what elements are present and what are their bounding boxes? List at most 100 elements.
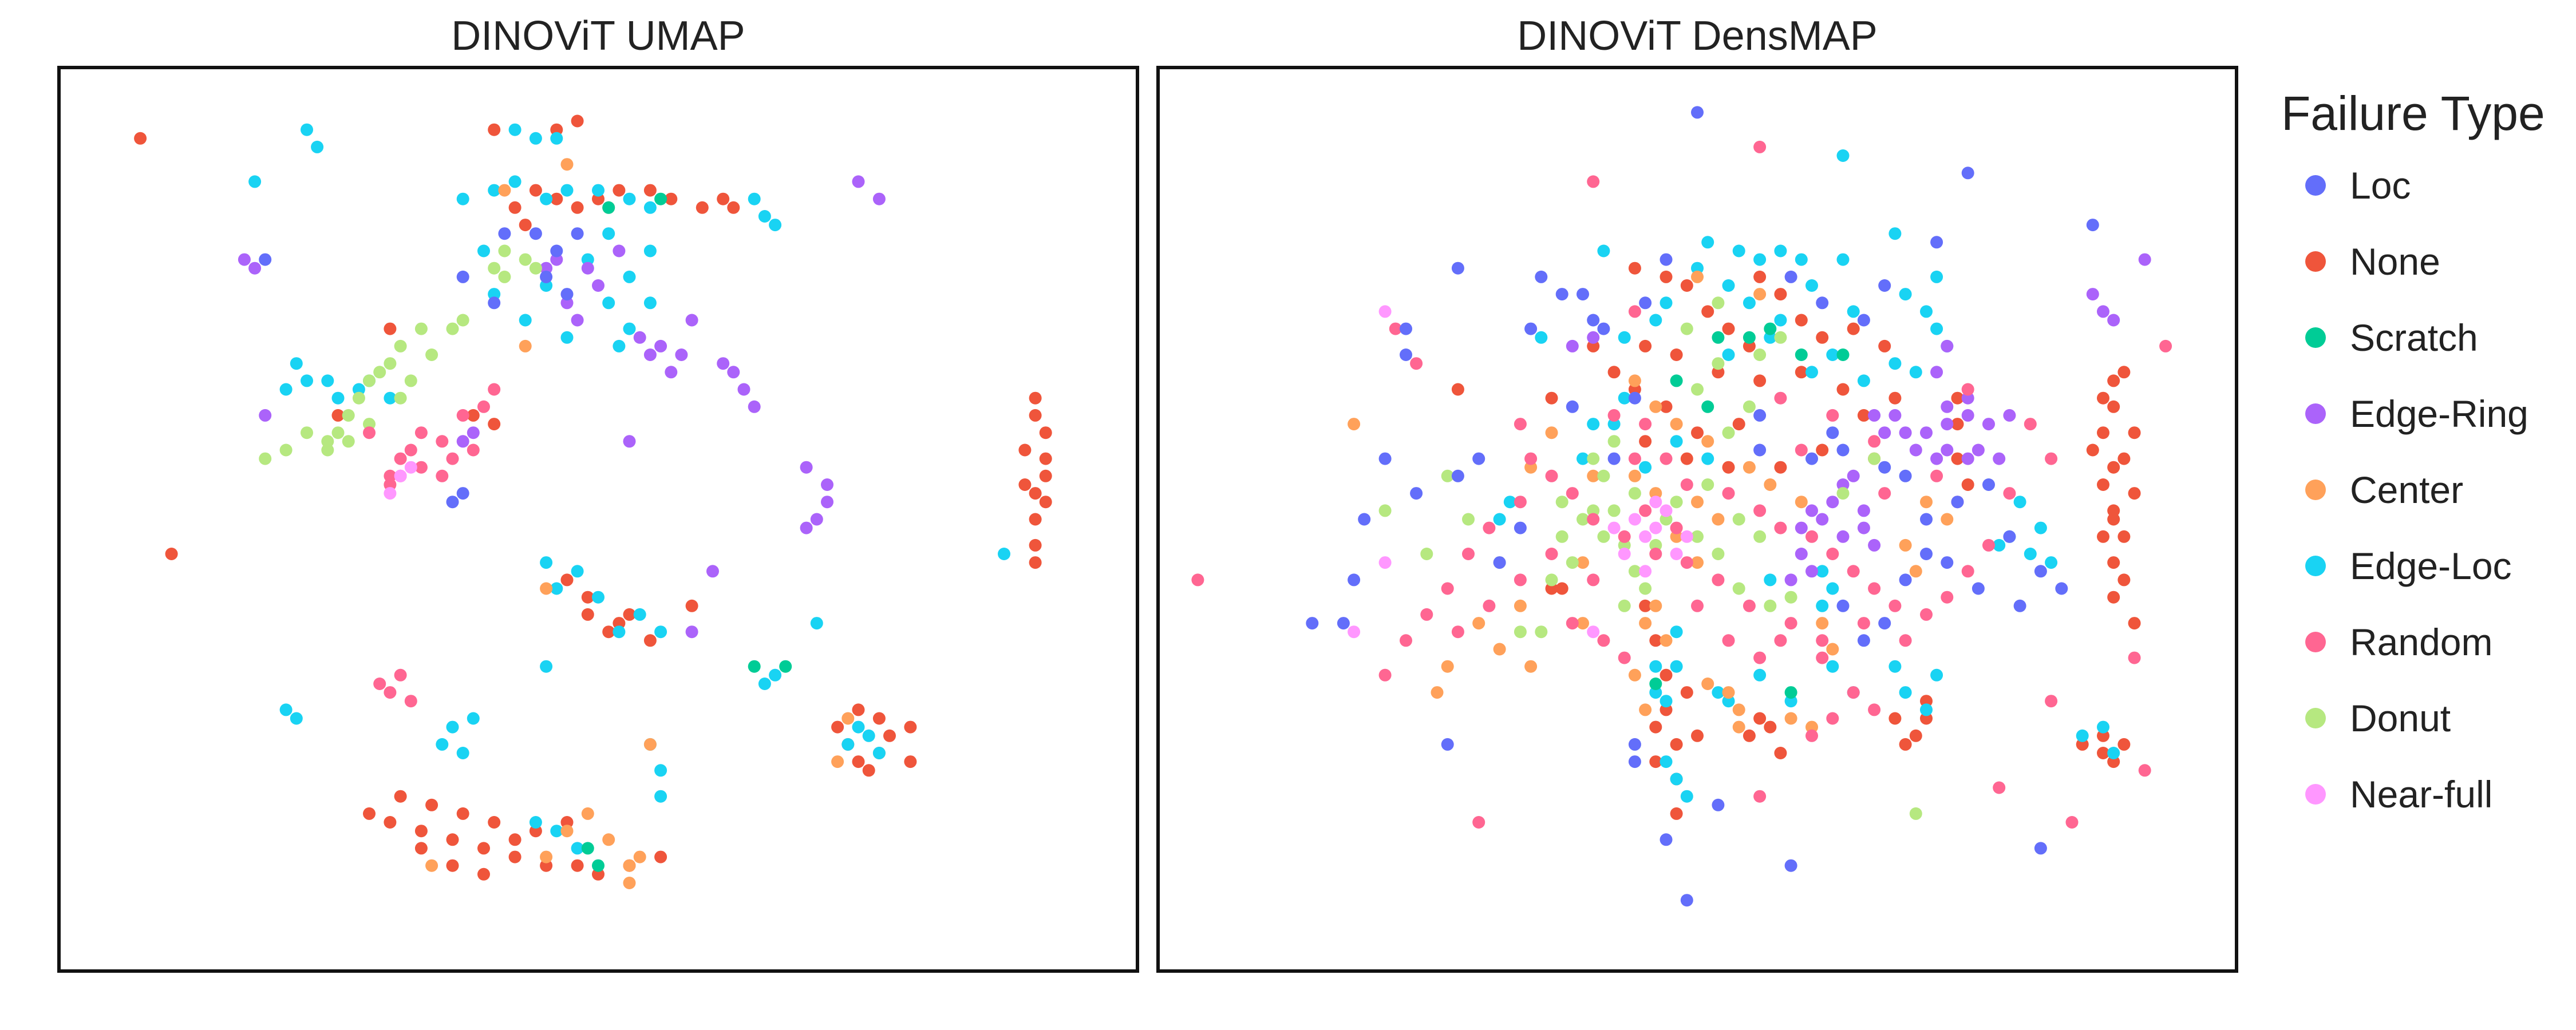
legend-item-center[interactable]: Center xyxy=(2281,451,2545,528)
point-none xyxy=(1018,478,1032,491)
point-random xyxy=(1628,305,1641,318)
point-edge-loc xyxy=(654,764,667,777)
point-loc xyxy=(1857,314,1870,327)
point-donut xyxy=(1378,504,1392,517)
point-random xyxy=(1878,487,1891,500)
point-edge-ring xyxy=(238,253,251,266)
point-center xyxy=(1712,513,1725,526)
legend-item-scratch[interactable]: Scratch xyxy=(2281,299,2545,375)
point-random xyxy=(1587,175,1600,188)
point-edge-loc xyxy=(1670,625,1683,639)
point-near-full xyxy=(1618,548,1631,560)
point-donut xyxy=(394,339,407,352)
point-none xyxy=(613,184,626,197)
point-none xyxy=(1660,703,1673,716)
point-donut xyxy=(1784,591,1797,604)
point-edge-loc xyxy=(841,738,855,751)
point-none xyxy=(2117,530,2131,543)
point-none xyxy=(2097,478,2109,491)
point-scratch xyxy=(1795,348,1808,361)
point-random xyxy=(1618,651,1631,664)
point-edge-loc xyxy=(1493,513,1506,526)
point-edge-loc xyxy=(1784,695,1797,708)
point-loc xyxy=(1712,798,1725,811)
point-none xyxy=(488,123,501,136)
legend-item-near-full[interactable]: Near-full xyxy=(2281,756,2545,832)
point-none xyxy=(1920,695,1933,708)
point-random xyxy=(1607,409,1621,422)
point-edge-loc xyxy=(1660,296,1673,310)
series-edge-ring xyxy=(1566,253,2151,587)
point-center xyxy=(1441,660,1454,673)
point-donut xyxy=(384,357,397,370)
point-none xyxy=(1680,279,1693,292)
point-edge-ring xyxy=(560,296,574,310)
point-none xyxy=(508,850,521,863)
point-random xyxy=(1514,573,1527,587)
point-none xyxy=(1029,556,1042,569)
point-donut xyxy=(1691,383,1704,396)
point-edge-ring xyxy=(1961,452,1974,465)
point-loc xyxy=(2034,842,2047,855)
legend-marker xyxy=(2305,479,2326,500)
point-edge-loc xyxy=(1816,599,1829,612)
point-edge-ring xyxy=(643,348,657,361)
point-none xyxy=(1649,755,1662,768)
point-loc xyxy=(1784,270,1797,283)
point-edge-loc xyxy=(1930,322,1943,335)
point-loc xyxy=(1639,296,1652,310)
point-loc xyxy=(1410,487,1423,500)
point-center xyxy=(560,825,574,838)
legend-marker xyxy=(2305,631,2326,652)
point-edge-loc xyxy=(1930,668,1943,682)
series-loc xyxy=(259,227,584,509)
point-donut xyxy=(1577,513,1589,526)
point-none xyxy=(2097,426,2109,439)
point-center xyxy=(1691,496,1704,509)
point-edge-ring xyxy=(1868,538,1881,552)
point-donut xyxy=(404,374,417,387)
point-edge-loc xyxy=(1712,686,1725,699)
legend-item-edge-loc[interactable]: Edge-Loc xyxy=(2281,528,2545,604)
point-donut xyxy=(1420,548,1433,560)
legend-item-donut[interactable]: Donut xyxy=(2281,680,2545,756)
point-loc xyxy=(1451,262,1464,275)
series-donut xyxy=(259,244,542,465)
point-loc xyxy=(1784,859,1797,872)
point-loc xyxy=(1899,469,1912,482)
legend-item-none[interactable]: None xyxy=(2281,223,2545,299)
point-none xyxy=(1628,262,1641,275)
point-center xyxy=(841,712,855,725)
point-none xyxy=(1774,288,1787,301)
point-edge-loc xyxy=(550,582,563,595)
legend-label: Near-full xyxy=(2350,772,2493,815)
point-edge-loc xyxy=(2107,747,2120,759)
legend-item-edge-ring[interactable]: Edge-Ring xyxy=(2281,375,2545,451)
point-none xyxy=(540,859,553,872)
point-edge-loc xyxy=(1993,538,2006,552)
point-edge-ring xyxy=(1805,565,1818,578)
point-edge-ring xyxy=(852,175,865,188)
point-random xyxy=(1722,487,1735,500)
point-edge-ring xyxy=(259,409,272,422)
point-center xyxy=(560,158,574,171)
point-none xyxy=(508,201,521,214)
point-edge-loc xyxy=(769,219,782,232)
point-center xyxy=(1743,461,1756,474)
point-edge-ring xyxy=(1909,443,1922,457)
point-edge-ring xyxy=(550,253,563,266)
point-edge-ring xyxy=(727,366,740,379)
point-none xyxy=(477,867,490,881)
point-loc xyxy=(2034,565,2047,578)
legend-item-random[interactable]: Random xyxy=(2281,604,2545,680)
point-none xyxy=(2117,452,2131,465)
point-edge-loc xyxy=(2034,521,2047,534)
point-edge-ring xyxy=(248,262,262,275)
point-edge-ring xyxy=(1836,478,1850,491)
point-none xyxy=(2097,391,2109,405)
point-donut xyxy=(1555,530,1568,543)
legend-item-loc[interactable]: Loc xyxy=(2281,147,2545,223)
point-loc xyxy=(446,496,459,509)
point-none xyxy=(883,729,896,742)
point-edge-loc xyxy=(758,210,771,223)
